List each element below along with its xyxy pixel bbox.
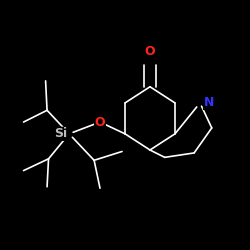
Text: Si: Si (54, 127, 68, 140)
Text: O: O (145, 45, 155, 58)
Text: N: N (204, 96, 214, 110)
Text: O: O (95, 116, 105, 128)
